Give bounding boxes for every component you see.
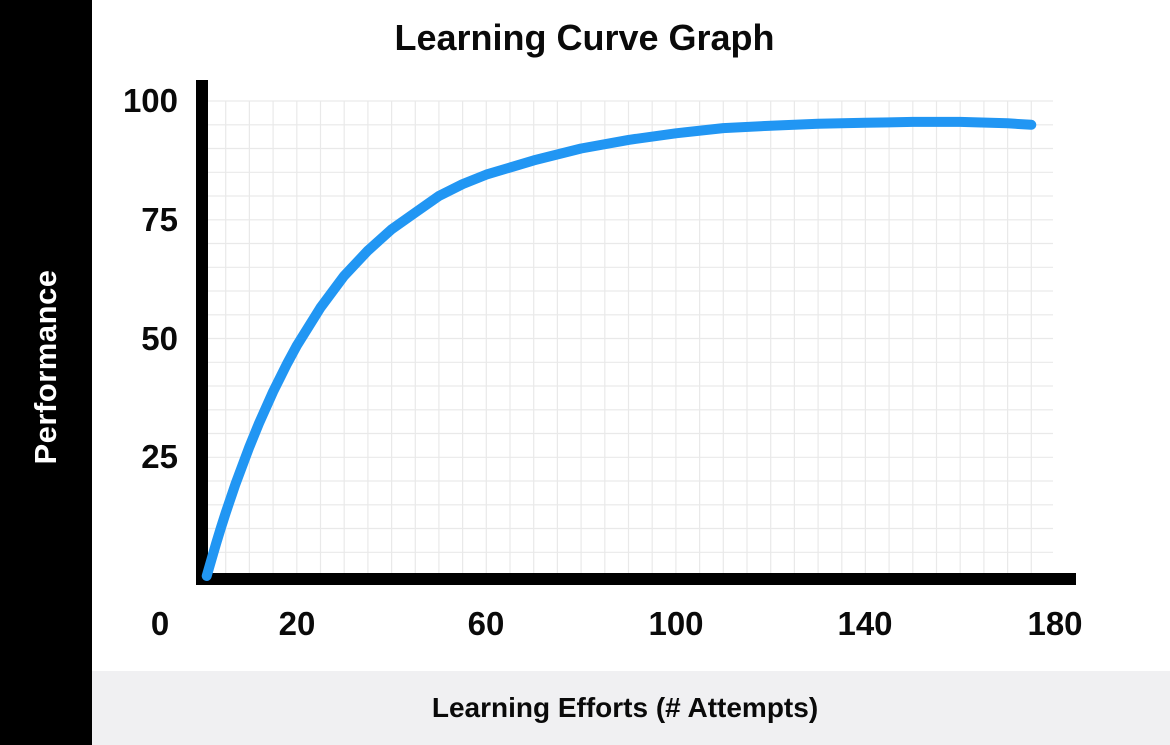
y-tick-label: 25	[141, 438, 178, 475]
y-tick-label: 100	[122, 82, 178, 119]
y-tick-label: 50	[141, 320, 178, 357]
x-tick-label: 100	[648, 605, 704, 642]
y-axis-line	[196, 80, 208, 585]
y-axis-panel: Performance	[0, 0, 92, 745]
performance-curve	[201, 116, 1037, 581]
x-tick-label: 60	[467, 605, 505, 642]
x-tick-label: 20	[278, 605, 316, 642]
x-axis-panel: Learning Efforts (# Attempts)	[0, 671, 1170, 745]
x-axis-line	[196, 573, 1076, 585]
x-tick-label: 0	[150, 605, 170, 642]
chart-title: Learning Curve Graph	[394, 17, 775, 58]
y-axis-label: Performance	[28, 269, 63, 465]
x-tick-label: 180	[1027, 605, 1083, 642]
y-tick-label: 75	[141, 201, 178, 238]
grid-lines	[208, 100, 1053, 573]
x-axis-label: Learning Efforts (# Attempts)	[431, 692, 819, 723]
x-tick-label: 140	[837, 605, 893, 642]
